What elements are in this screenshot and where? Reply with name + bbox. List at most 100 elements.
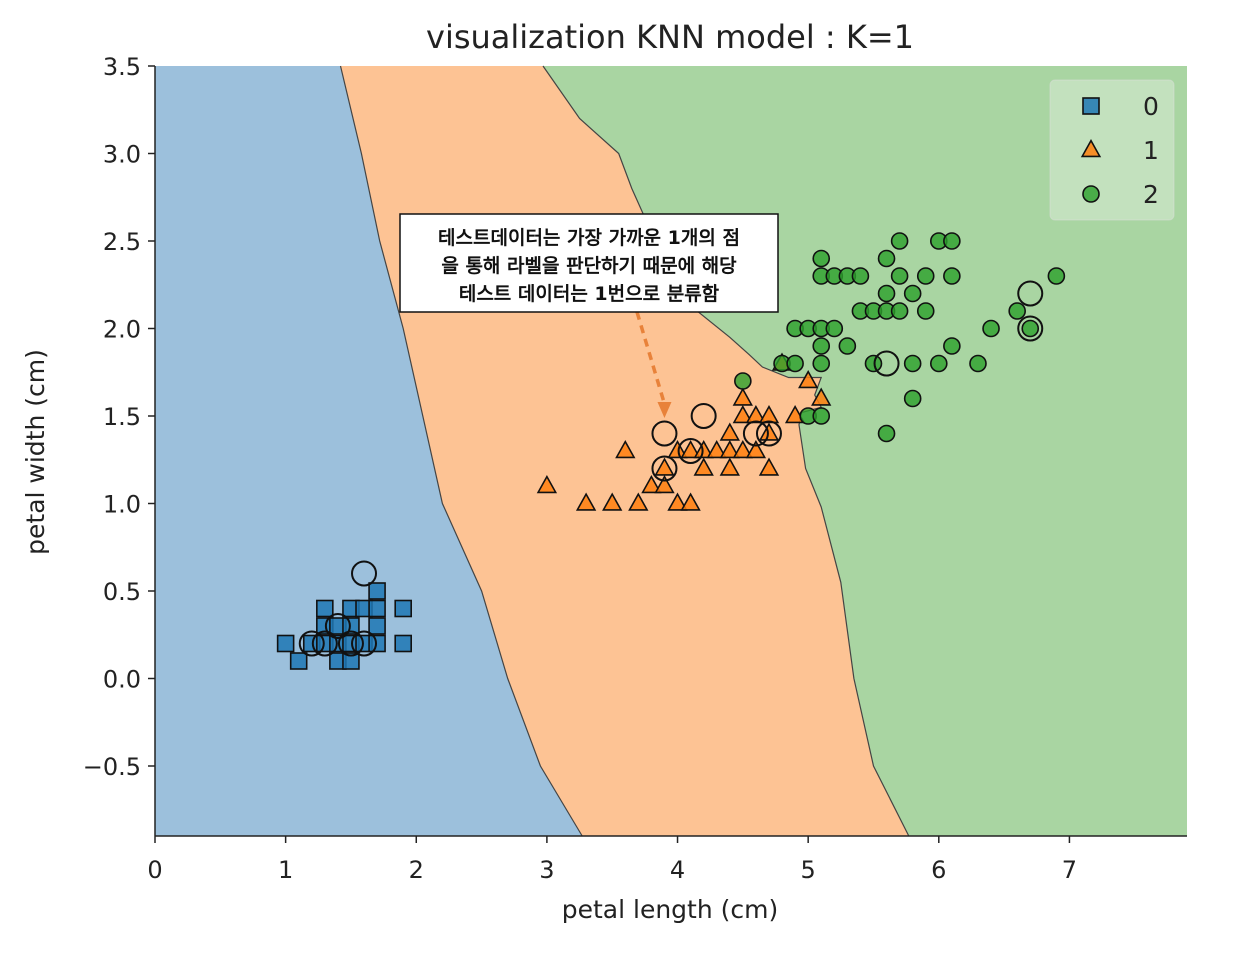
point-class-2: [969, 354, 987, 373]
test-point: [690, 403, 717, 429]
legend-label-2: 2: [1143, 180, 1159, 209]
test-point: [311, 630, 338, 657]
point-class-1: [693, 439, 714, 459]
annotation: 테스트데이터는 가장 가까운 1개의 점을 통해 라벨을 판단하기 때문에 해당…: [399, 213, 779, 418]
y-tick-label: 0.0: [103, 666, 141, 694]
test-point: [337, 630, 364, 657]
x-tick-label: 2: [409, 856, 424, 884]
point-class-1: [693, 457, 714, 476]
annotation-arrowhead: [657, 402, 672, 418]
x-tick-label: 3: [539, 856, 554, 884]
point-class-2: [786, 354, 804, 373]
point-class-2: [812, 354, 831, 373]
point-class-0: [342, 617, 360, 635]
point-class-2: [838, 337, 857, 355]
point-class-2: [825, 319, 844, 338]
region-class-0: [155, 66, 583, 836]
test-points: [298, 280, 1044, 657]
point-class-1: [602, 492, 623, 511]
point-class-2: [916, 302, 935, 320]
test-point: [651, 455, 678, 482]
point-class-2: [1008, 302, 1026, 320]
point-class-1: [719, 457, 740, 476]
point-class-2: [929, 354, 948, 373]
point-class-1: [654, 457, 675, 476]
point-class-1: [719, 439, 740, 459]
x-tick-label: 4: [670, 856, 685, 884]
point-class-1: [732, 387, 753, 406]
point-class-2: [916, 267, 935, 285]
annotation-line: 테스트 데이터는 1번으로 분류함: [459, 283, 720, 305]
point-class-2: [851, 267, 870, 285]
point-class-2: [812, 337, 831, 355]
point-class-0: [368, 634, 386, 653]
point-class-2: [877, 249, 896, 268]
test-point: [351, 560, 378, 587]
point-class-1: [758, 457, 780, 476]
point-class-2: [812, 407, 831, 425]
point-class-0: [368, 582, 386, 600]
test-point: [873, 350, 900, 377]
point-class-2: [1021, 319, 1040, 338]
annotation-box: [399, 213, 779, 313]
x-tick-label: 1: [278, 856, 293, 884]
point-class-2: [943, 337, 961, 355]
point-class-1: [667, 439, 688, 459]
y-tick-label: 1.5: [103, 403, 141, 431]
legend-marker-0: [1082, 97, 1100, 115]
point-class-0: [316, 599, 334, 618]
x-axis-label: petal length (cm): [562, 895, 779, 924]
data-points: [276, 232, 1066, 670]
point-class-0: [289, 652, 308, 670]
annotation-arrow: [635, 311, 667, 405]
test-point: [351, 630, 378, 657]
legend: 0 1 2: [1049, 79, 1175, 221]
point-class-2: [864, 354, 883, 373]
test-point: [324, 613, 351, 639]
point-class-1: [628, 492, 649, 511]
y-tick-label: −0.5: [83, 753, 141, 781]
test-point: [1017, 280, 1044, 307]
point-class-2: [982, 319, 1000, 338]
x-tick-label: 0: [147, 856, 162, 884]
point-class-2: [877, 424, 896, 443]
x-tick-label: 6: [931, 856, 946, 884]
point-class-2: [734, 372, 752, 390]
point-class-2: [890, 232, 909, 250]
legend-label-1: 1: [1143, 136, 1159, 165]
y-tick-label: 3.0: [103, 141, 141, 169]
point-class-2: [943, 232, 961, 250]
point-class-1: [680, 439, 701, 459]
point-class-2: [890, 267, 909, 285]
point-class-1: [575, 492, 597, 511]
test-point: [677, 438, 704, 464]
legend-box: [1049, 79, 1175, 221]
y-tick-label: 0.5: [103, 578, 141, 606]
test-point: [651, 420, 678, 447]
point-class-2: [812, 249, 831, 268]
point-class-2: [890, 302, 909, 320]
point-class-2: [1047, 267, 1066, 285]
axes: 0 1 2 3 4 5 6 7 −0.5 0.0 0.5 1.0 1.5 2.0 2.5 3.0 3.5: [83, 53, 1187, 884]
y-axis-label: petal width (cm): [21, 349, 50, 555]
point-class-2: [903, 354, 922, 373]
point-class-1: [654, 474, 675, 494]
test-point: [1017, 315, 1044, 342]
y-tick-label: 2.5: [103, 228, 141, 256]
point-class-1: [680, 492, 701, 511]
point-class-2: [903, 389, 922, 408]
point-class-1: [536, 474, 558, 494]
x-tick-label: 7: [1062, 856, 1077, 884]
y-tick-label: 2.0: [103, 316, 141, 344]
point-class-0: [342, 652, 360, 670]
boundary-line-0-1: [339, 65, 583, 837]
legend-label-0: 0: [1143, 92, 1159, 121]
point-class-1: [758, 422, 780, 441]
x-tick-label: 5: [801, 856, 816, 884]
point-class-1: [732, 404, 753, 424]
annotation-line: 테스트데이터는 가장 가까운 1개의 점: [438, 227, 740, 249]
point-class-1: [732, 439, 753, 459]
test-point: [742, 420, 769, 447]
point-class-2: [877, 284, 896, 303]
